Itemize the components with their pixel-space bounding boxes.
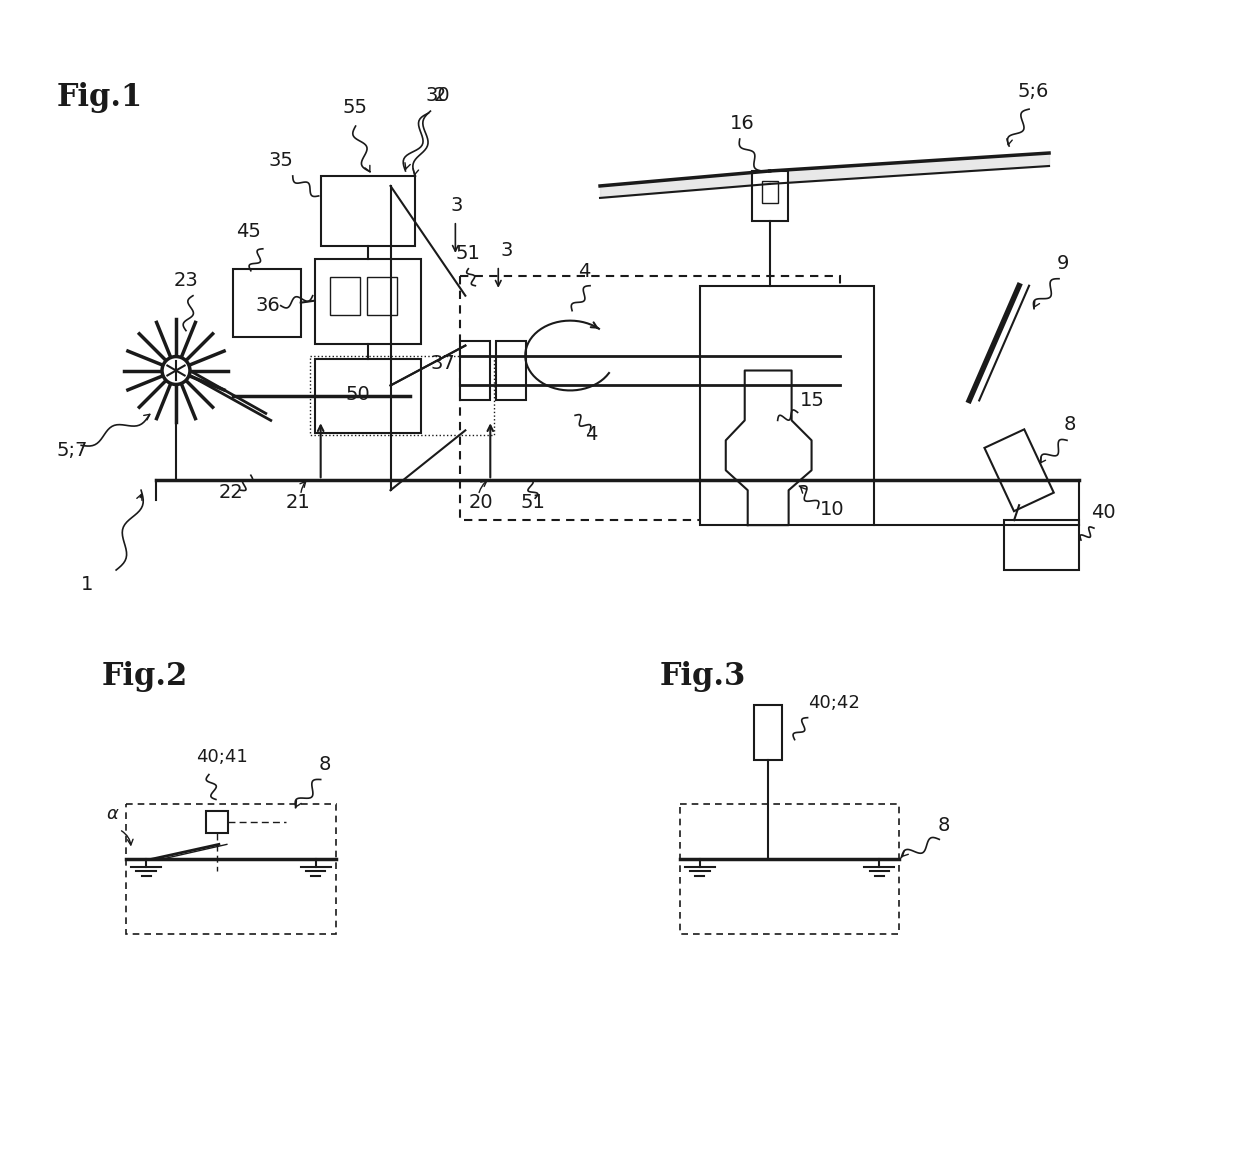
Bar: [1004, 520, 1079, 570]
Text: 8: 8: [937, 816, 950, 836]
Bar: [330, 276, 360, 315]
Text: Fig.1: Fig.1: [56, 82, 143, 113]
Bar: [699, 286, 874, 525]
Text: 8: 8: [319, 755, 331, 773]
Bar: [751, 171, 787, 221]
Polygon shape: [985, 430, 1054, 511]
Text: 3: 3: [450, 196, 463, 215]
Text: $\alpha$: $\alpha$: [107, 806, 120, 823]
Text: 20: 20: [469, 493, 494, 512]
Bar: [206, 812, 228, 834]
Text: 45: 45: [236, 222, 260, 240]
Circle shape: [162, 356, 190, 384]
Bar: [321, 176, 415, 246]
Text: Fig.2: Fig.2: [102, 661, 187, 692]
Bar: [496, 340, 526, 401]
Bar: [126, 805, 336, 935]
Text: 35: 35: [269, 151, 294, 170]
Bar: [310, 355, 495, 435]
Text: 36: 36: [255, 296, 280, 315]
Text: 55: 55: [342, 99, 367, 117]
Text: Fig.3: Fig.3: [660, 661, 746, 692]
Text: 9: 9: [1056, 254, 1069, 273]
Text: 30: 30: [425, 86, 450, 106]
Bar: [680, 805, 899, 935]
Text: 51: 51: [521, 493, 546, 512]
Text: 2: 2: [434, 86, 446, 106]
Text: 23: 23: [174, 271, 198, 290]
Text: 5;6: 5;6: [1017, 82, 1049, 101]
Bar: [367, 276, 397, 315]
Bar: [761, 181, 777, 203]
Text: 15: 15: [800, 391, 825, 411]
Bar: [315, 359, 422, 433]
Text: 40;41: 40;41: [196, 748, 248, 765]
Bar: [315, 259, 422, 344]
Bar: [233, 268, 301, 337]
Text: 37: 37: [430, 353, 455, 373]
Text: 40: 40: [1091, 503, 1116, 522]
Text: 10: 10: [820, 500, 844, 519]
Text: 22: 22: [219, 483, 243, 503]
Text: 50: 50: [346, 385, 371, 404]
Text: 1: 1: [81, 575, 93, 594]
Text: 3: 3: [500, 240, 512, 260]
Text: 8: 8: [1064, 416, 1076, 434]
Text: 4: 4: [578, 261, 590, 281]
Text: 5;7: 5;7: [56, 441, 88, 460]
Bar: [460, 340, 490, 401]
Text: 40;42: 40;42: [807, 693, 859, 712]
Text: 16: 16: [730, 114, 754, 134]
Bar: [460, 275, 839, 520]
Bar: [754, 705, 781, 759]
Text: 4: 4: [585, 425, 598, 445]
Text: 21: 21: [285, 493, 310, 512]
Text: 51: 51: [455, 244, 480, 262]
